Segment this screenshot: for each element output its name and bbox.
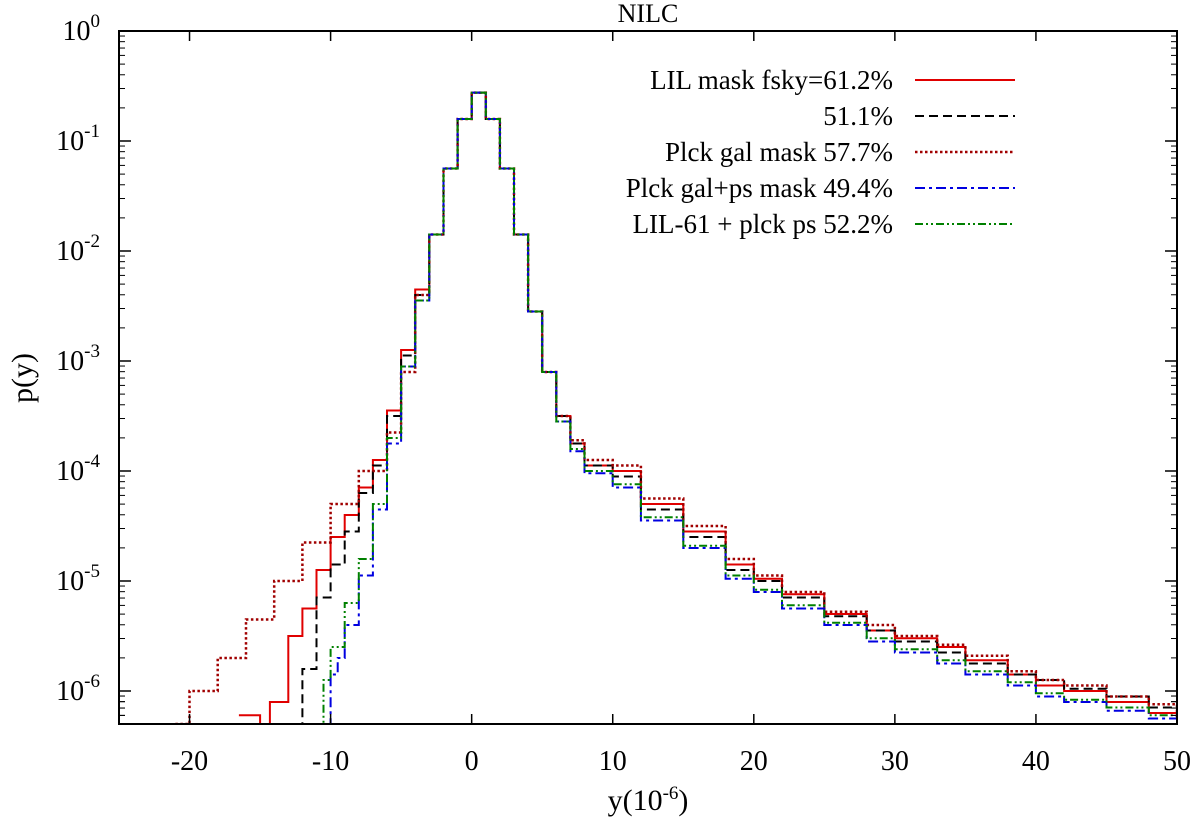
x-tick-label: 20 [740,746,768,777]
y-tick-label: 10-4 [56,451,100,487]
x-tick-label: -10 [312,746,349,777]
legend-label: LIL mask fsky=61.2% [650,65,893,95]
x-tick-label: 50 [1163,746,1191,777]
y-tick-exponent: 0 [91,11,101,32]
y-tick-exponent: -2 [84,231,100,252]
x-axis-ticks: -20 -10 0 10 20 30 40 50 [171,31,1191,777]
y-tick-label: 10-5 [56,561,100,597]
legend-label: Plck gal+ps mask 49.4% [626,173,893,203]
y-tick-base: 10 [63,16,91,47]
y-tick-base: 10 [56,676,84,707]
x-axis-label-exponent: -6 [663,783,679,804]
y-tick-label: 10-1 [56,121,100,157]
series-layer [175,91,1177,724]
series-line-5 [313,91,1177,724]
y-tick-label: 100 [63,11,101,47]
legend-label: LIL-61 + plck ps 52.2% [633,209,893,239]
x-tick-label: 30 [881,746,909,777]
y-tick-base: 10 [56,236,84,267]
y-tick-exponent: -1 [84,121,100,142]
y-tick-label: 10-2 [56,231,100,267]
y-tick-label: 10-6 [56,671,100,707]
x-axis-label: y(10-6) [608,783,689,817]
series-line-4 [326,91,1177,724]
y-tick-exponent: -4 [84,451,100,472]
y-tick-label: 10-3 [56,341,100,377]
y-tick-base: 10 [56,126,84,157]
legend-label: Plck gal mask 57.7% [665,137,893,167]
y-tick-exponent: -5 [84,561,100,582]
y-tick-exponent: -6 [84,671,100,692]
x-tick-label: 0 [465,746,479,777]
series-line-2 [281,91,1177,724]
x-axis-label-suffix: ) [678,784,688,817]
legend-label: 51.1% [823,101,893,131]
legend: LIL mask fsky=61.2% 51.1% Plck gal mask 57… [626,65,1015,239]
x-tick-label: 40 [1022,746,1050,777]
y-axis-label: p(y) [6,353,39,403]
y-tick-base: 10 [56,346,84,377]
x-tick-label: 10 [599,746,627,777]
plot-frame [118,30,1178,725]
y-tick-base: 10 [56,456,84,487]
x-axis-label-text: y(10 [608,784,663,817]
y-tick-base: 10 [56,566,84,597]
y-tick-exponent: -3 [84,341,100,362]
x-tick-label: -20 [171,746,208,777]
chart-title: NILC [618,0,679,28]
